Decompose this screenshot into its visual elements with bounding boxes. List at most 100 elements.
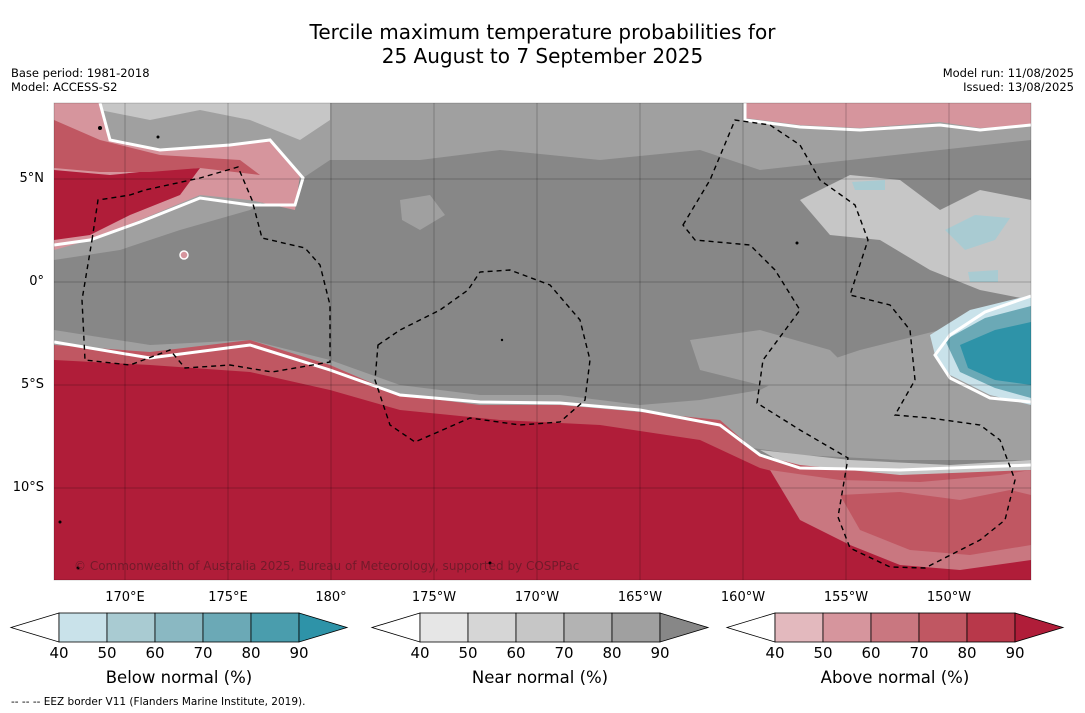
colorbar-tick-label: 40 <box>49 644 69 662</box>
island <box>156 135 160 139</box>
island <box>58 520 62 524</box>
near-normal-patch-center <box>690 330 860 390</box>
above-normal-region-south <box>54 350 1031 580</box>
colorbar-segment <box>515 612 565 643</box>
colorbar-segment <box>154 612 204 643</box>
lon-label-165w: 165°W <box>617 590 663 605</box>
island <box>179 250 189 260</box>
issued-date: Issued: 13/08/2025 <box>963 80 1074 94</box>
colorbar-tick-label: 50 <box>813 644 833 662</box>
eez-footnote: -- -- -- EEZ border V11 (Flanders Marine… <box>11 696 306 708</box>
colorbar-segment <box>250 612 300 643</box>
lat-label-5s: 5°S <box>20 377 44 392</box>
above-normal-region-northwest-core <box>54 168 200 240</box>
near-normal-band-north-light <box>54 103 330 140</box>
colorbar-segment <box>563 612 613 643</box>
lon-label-180: 180° <box>315 590 347 605</box>
meta-right: Model run: 11/08/2025 Issued: 13/08/2025 <box>943 66 1074 94</box>
model-run: Model run: 11/08/2025 <box>942 66 1074 80</box>
colorbar-title: Near normal (%) <box>471 668 609 687</box>
colorbar-segment <box>774 612 824 643</box>
above-normal-region-northeast <box>745 103 1031 128</box>
colorbar-tick-label: 90 <box>1005 644 1025 662</box>
colorbar-extend-high <box>659 612 710 643</box>
colorbar-tick-label: 90 <box>650 644 670 662</box>
lon-label-175w: 175°W <box>411 590 457 605</box>
island <box>795 241 799 245</box>
island <box>488 561 492 565</box>
colorbar-tick-label: 70 <box>193 644 213 662</box>
above-normal-region-south-edge <box>54 340 1031 490</box>
meta-left: Base period: 1981-2018 Model: ACCESS-S2 <box>11 66 150 94</box>
colorbar-tick-label: 40 <box>765 644 785 662</box>
colorbar-segment <box>870 612 920 643</box>
tercile-boundary-south <box>54 340 1031 472</box>
below-normal-patch-northeast <box>945 215 1010 250</box>
colorbar-tick-label: 60 <box>861 644 881 662</box>
lon-label-175e: 175°E <box>208 590 248 605</box>
colorbar-tick-label: 70 <box>554 644 574 662</box>
map-panel <box>54 103 1031 580</box>
lat-label-0: 0° <box>29 274 44 289</box>
near-normal-patch-east <box>800 175 1031 300</box>
colorbar-segment <box>966 612 1016 643</box>
lon-label-155w: 155°W <box>823 590 869 605</box>
lon-label-160w: 160°W <box>720 590 766 605</box>
chart-title: Tercile maximum temperature probabilitie… <box>0 20 1085 68</box>
colorbar-extend-low <box>9 612 60 643</box>
eez-border-west <box>81 166 331 373</box>
colorbar-tick-label: 90 <box>289 644 309 662</box>
map-frame <box>53 102 1032 581</box>
eez-border-central <box>374 269 591 443</box>
colorbar-tick-label: 40 <box>410 644 430 662</box>
above-normal-region-southeast-inner <box>840 490 1031 555</box>
colorbar-tick-label: 70 <box>909 644 929 662</box>
colorbar-segment <box>202 612 252 643</box>
colorbar-extend-high <box>1014 612 1065 643</box>
colorbar-title: Below normal (%) <box>105 668 253 687</box>
colorbar-tick-label: 80 <box>241 644 261 662</box>
colorbar-segment <box>611 612 661 643</box>
title-line-2: 25 August to 7 September 2025 <box>381 44 704 68</box>
copyright-notice: © Commonwealth of Australia 2025, Bureau… <box>74 559 580 573</box>
lat-label-10s: 10°S <box>12 480 44 495</box>
island <box>98 126 102 130</box>
colorbar-tick-label: 50 <box>97 644 117 662</box>
colorbar-extend-low <box>370 612 421 643</box>
lon-label-170e: 170°E <box>105 590 145 605</box>
islands <box>58 126 799 570</box>
above-normal-region-northwest-mid <box>54 120 260 175</box>
island <box>500 338 504 342</box>
eez-border-east <box>682 119 1016 569</box>
colorbar-tick-label: 80 <box>957 644 977 662</box>
near-normal-patch-west <box>400 195 445 230</box>
colorbar-tick-label: 80 <box>602 644 622 662</box>
title-line-1: Tercile maximum temperature probabilitie… <box>309 20 776 44</box>
near-normal-band-north <box>54 103 1031 260</box>
colorbar-segment <box>918 612 968 643</box>
lon-label-170w: 170°W <box>514 590 560 605</box>
colorbar-extend-low <box>725 612 776 643</box>
below-normal-region-east-core <box>960 322 1031 385</box>
lon-label-150w: 150°W <box>926 590 972 605</box>
model-name: Model: ACCESS-S2 <box>11 80 118 94</box>
colorbar-segment <box>58 612 108 643</box>
base-period: Base period: 1981-2018 <box>11 66 150 80</box>
tercile-boundary-northeast <box>743 103 1031 132</box>
colorbar-segment <box>419 612 469 643</box>
colorbar-segment <box>822 612 872 643</box>
colorbar-tick-label: 60 <box>506 644 526 662</box>
tercile-boundary-east <box>933 294 1031 404</box>
colorbar-segment <box>467 612 517 643</box>
lat-label-5n: 5°N <box>19 171 45 186</box>
below-normal-patch-north <box>852 180 885 190</box>
island <box>76 566 80 570</box>
tercile-boundary-northwest <box>54 103 305 247</box>
below-normal-patch-small <box>968 270 998 282</box>
colorbar-title: Above normal (%) <box>820 668 970 687</box>
colorbars <box>9 612 1065 643</box>
colorbar-tick-label: 60 <box>145 644 165 662</box>
colorbar-tick-label: 50 <box>458 644 478 662</box>
colorbar-extend-high <box>298 612 349 643</box>
